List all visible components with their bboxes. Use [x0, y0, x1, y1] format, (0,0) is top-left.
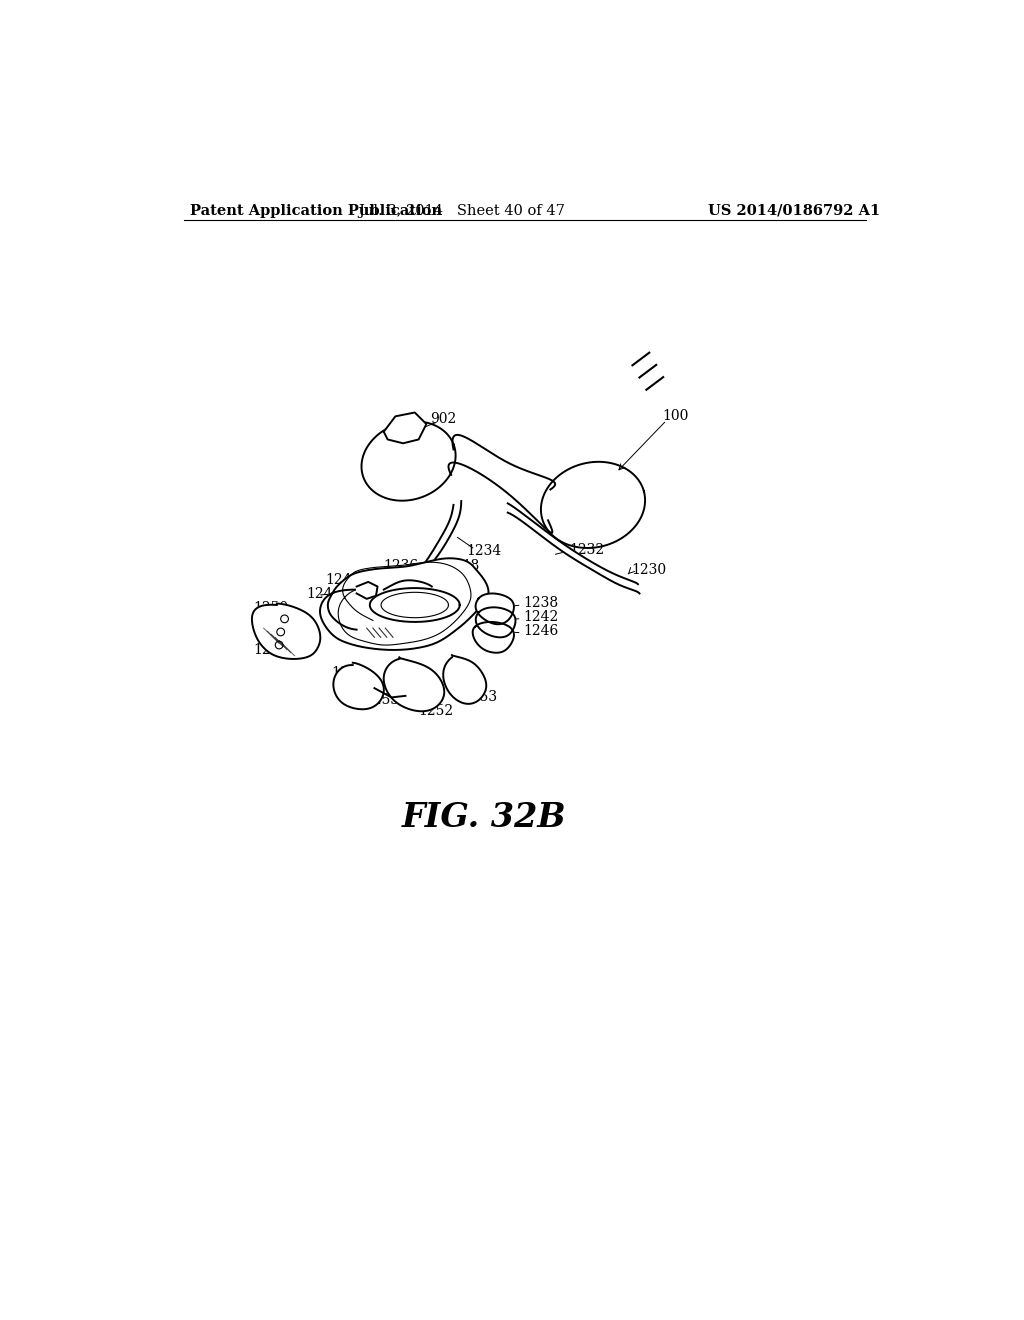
Text: Jul. 3, 2014   Sheet 40 of 47: Jul. 3, 2014 Sheet 40 of 47 [357, 203, 564, 218]
Text: Patent Application Publication: Patent Application Publication [190, 203, 442, 218]
Polygon shape [395, 502, 461, 594]
Polygon shape [476, 607, 515, 638]
Text: 1252: 1252 [419, 705, 454, 718]
Polygon shape [473, 622, 514, 653]
Polygon shape [475, 594, 514, 624]
Text: 100: 100 [663, 409, 689, 424]
Text: 1232: 1232 [569, 543, 605, 557]
Polygon shape [252, 603, 321, 659]
Text: 1238: 1238 [523, 597, 558, 610]
Text: 1234: 1234 [467, 544, 502, 558]
Text: 1253: 1253 [463, 690, 498, 705]
Text: 1240: 1240 [326, 573, 360, 587]
Text: 1256: 1256 [331, 665, 367, 680]
Text: 1246: 1246 [523, 624, 558, 638]
Text: FIG. 32B: FIG. 32B [402, 801, 567, 834]
Text: 1242: 1242 [523, 610, 558, 624]
Polygon shape [508, 503, 640, 594]
Text: 1253: 1253 [365, 693, 399, 708]
Polygon shape [370, 589, 460, 622]
Polygon shape [384, 412, 426, 444]
Text: US 2014/0186792 A1: US 2014/0186792 A1 [709, 203, 881, 218]
Text: 1236: 1236 [384, 560, 419, 573]
Polygon shape [384, 657, 444, 711]
Text: 902: 902 [430, 412, 457, 425]
Text: 1248: 1248 [444, 560, 479, 573]
Polygon shape [449, 434, 555, 533]
Text: 1230: 1230 [632, 564, 667, 577]
Text: 1254: 1254 [254, 643, 289, 656]
Polygon shape [319, 558, 488, 649]
Text: 1244: 1244 [306, 587, 342, 601]
Polygon shape [334, 663, 384, 709]
Polygon shape [443, 655, 486, 704]
Polygon shape [356, 582, 378, 599]
Text: 1250: 1250 [254, 601, 289, 615]
